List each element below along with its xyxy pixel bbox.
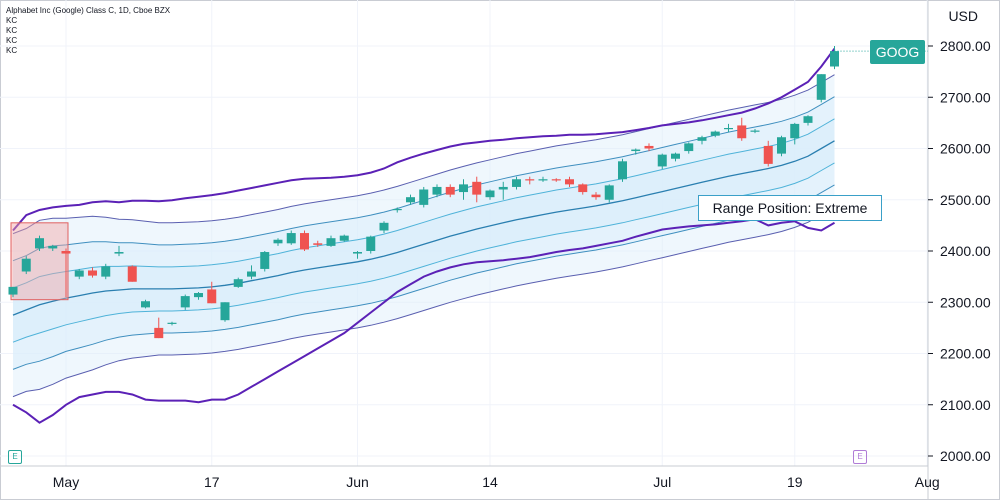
candle-body-51 — [684, 143, 694, 152]
candle-body-46 — [618, 161, 627, 180]
keltner-lower-1 — [12, 162, 835, 343]
candle-body-15 — [207, 289, 217, 304]
candle-body-35 — [472, 181, 482, 195]
candle-body-43 — [578, 184, 588, 193]
candle-body-36 — [485, 190, 495, 198]
candle-body-44 — [591, 194, 601, 198]
x-tick-label-5: 19 — [787, 474, 803, 490]
candle-body-19 — [260, 252, 270, 269]
candle-body-7 — [101, 266, 111, 277]
earnings-badge-left[interactable]: E — [8, 450, 22, 464]
range-position-annotation: Range Position: Extreme — [698, 195, 882, 221]
y-tick-label-8: 2800.00 — [940, 38, 991, 54]
candle-body-59 — [790, 123, 800, 139]
candle-body-57 — [763, 145, 773, 164]
keltner-lower-4 — [12, 218, 836, 424]
indicator-label-1: KC — [6, 16, 18, 25]
candle-body-61 — [816, 74, 826, 100]
candle-body-24 — [326, 238, 336, 246]
candle-body-6 — [88, 270, 97, 276]
candle-body-40 — [538, 179, 548, 181]
candle-body-20 — [273, 239, 283, 244]
candle-body-25 — [339, 235, 349, 241]
candle-body-54 — [724, 128, 733, 130]
candle-body-17 — [233, 279, 243, 287]
indicator-label-4: KC — [6, 46, 18, 55]
candle-body-4 — [61, 251, 71, 254]
candle-body-55 — [737, 125, 747, 139]
chart-title: Alphabet Inc (Google) Class C, 1D, Cboe … — [6, 6, 171, 15]
candle-body-28 — [379, 222, 389, 231]
y-tick-label-5: 2500.00 — [940, 192, 991, 208]
candle-body-14 — [194, 293, 203, 298]
candle-body-52 — [697, 137, 707, 141]
candle-body-49 — [657, 154, 667, 167]
y-tick-label-0: 2000.00 — [940, 448, 991, 464]
x-tick-label-0: May — [53, 474, 79, 490]
candle-body-26 — [353, 252, 362, 254]
candle-body-22 — [300, 233, 309, 250]
candle-body-3 — [48, 245, 58, 249]
candle-body-62 — [830, 51, 839, 67]
x-tick-label-1: 17 — [204, 474, 220, 490]
candle-body-39 — [525, 179, 535, 181]
y-tick-label-2: 2200.00 — [940, 346, 991, 362]
y-tick-label-6: 2600.00 — [940, 141, 991, 157]
keltner-upper-4 — [12, 48, 836, 232]
x-tick-label-2: Jun — [346, 474, 369, 490]
candle-body-38 — [512, 179, 521, 187]
candle-body-5 — [74, 270, 84, 277]
candle-body-1 — [21, 258, 31, 272]
keltner-upper-1 — [12, 118, 835, 289]
candle-body-32 — [432, 186, 442, 195]
candle-body-21 — [286, 233, 296, 244]
candle-body-9 — [127, 266, 137, 282]
y-tick-label-7: 2700.00 — [940, 89, 991, 105]
candle-body-48 — [644, 145, 654, 149]
candle-body-27 — [366, 236, 376, 251]
y-tick-label-3: 2300.00 — [940, 294, 991, 310]
candle-body-18 — [247, 271, 256, 277]
indicator-label-2: KC — [6, 26, 18, 35]
highlight-range-box — [10, 222, 69, 301]
keltner-lower-2 — [12, 184, 835, 370]
candle-body-53 — [710, 131, 720, 136]
x-tick-label-3: 14 — [482, 474, 498, 490]
candle-body-10 — [141, 301, 150, 308]
keltner-lower-3 — [12, 206, 835, 398]
candle-body-56 — [750, 130, 760, 132]
candle-body-8 — [114, 252, 124, 254]
candle-body-58 — [777, 137, 786, 154]
candle-body-11 — [154, 327, 164, 339]
y-tick-label-1: 2100.00 — [940, 397, 991, 413]
candle-body-50 — [671, 153, 680, 159]
candle-body-2 — [35, 238, 44, 249]
candle-body-30 — [406, 197, 415, 203]
keltner-upper-3 — [12, 74, 835, 235]
indicator-label-3: KC — [6, 36, 18, 45]
candle-body-45 — [604, 185, 614, 200]
candle-body-16 — [220, 302, 230, 321]
candle-body-0 — [8, 286, 18, 295]
keltner-basis — [12, 140, 835, 316]
candle-body-60 — [803, 116, 813, 123]
candle-body-31 — [419, 189, 429, 205]
candle-body-34 — [459, 184, 468, 193]
candle-body-42 — [565, 179, 574, 185]
candle-body-47 — [631, 149, 641, 152]
currency-label[interactable]: USD — [948, 8, 978, 24]
candle-body-41 — [551, 179, 561, 181]
ticker-badge: GOOG — [870, 40, 925, 64]
candle-body-12 — [167, 322, 177, 324]
candle-body-29 — [392, 208, 402, 211]
candle-body-37 — [498, 186, 508, 190]
candle-body-23 — [313, 243, 323, 245]
candle-body-33 — [445, 186, 455, 195]
earnings-badge-right[interactable]: E — [853, 450, 867, 464]
x-tick-label-6: Aug — [915, 474, 940, 490]
x-tick-label-4: Jul — [653, 474, 671, 490]
candle-body-13 — [180, 296, 190, 308]
y-tick-label-4: 2400.00 — [940, 243, 991, 259]
